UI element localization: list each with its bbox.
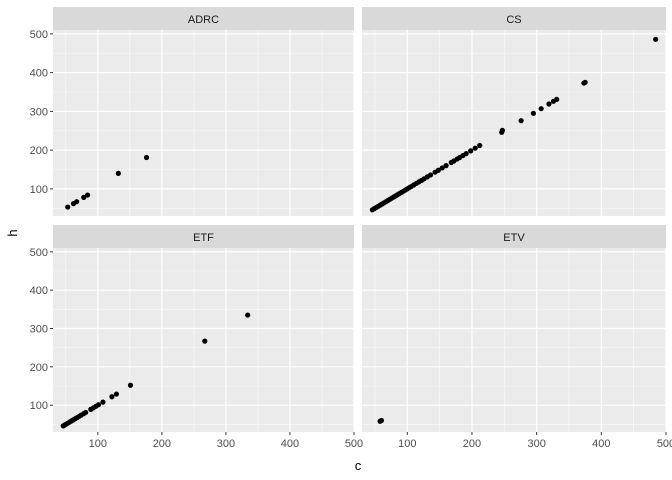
- facet-cs: CS: [362, 7, 667, 216]
- x-axis-title: c: [355, 458, 362, 473]
- facet-strip: [53, 7, 354, 30]
- facet-etf: ETF 100 200 300 400 500 100 200 300 400 500: [30, 225, 363, 450]
- x-tick-label: 500: [657, 438, 672, 450]
- data-point: [143, 154, 150, 161]
- data-point: [83, 409, 89, 416]
- x-tick-label: 200: [153, 438, 171, 450]
- x-tick-label: 400: [281, 438, 299, 450]
- y-tick-label: 500: [30, 247, 48, 259]
- data-point: [84, 192, 91, 198]
- data-point: [202, 338, 208, 344]
- y-tick-label: 300: [30, 324, 48, 336]
- facet-strip-label: ETF: [193, 232, 214, 244]
- facet-strip-label: CS: [506, 14, 521, 26]
- data-point: [378, 417, 385, 424]
- x-tick-label: 200: [463, 438, 481, 450]
- y-tick-label: 100: [30, 184, 48, 196]
- data-point: [95, 402, 102, 408]
- x-tick-label: 500: [345, 438, 363, 450]
- y-axis-title: h: [5, 229, 20, 236]
- x-tick-label: 300: [527, 438, 545, 450]
- data-point: [113, 391, 120, 397]
- y-tick-label: 100: [30, 400, 48, 412]
- data-point: [443, 163, 449, 169]
- data-point: [554, 96, 560, 102]
- data-point: [74, 199, 80, 205]
- data-point: [439, 165, 445, 171]
- facet-adrc: ADRC 100 200 300 400 500: [30, 7, 355, 216]
- data-point: [518, 118, 524, 124]
- data-point: [100, 399, 106, 405]
- data-point: [477, 142, 483, 149]
- x-tick-label: 300: [217, 438, 235, 450]
- y-tick-label: 200: [30, 145, 48, 157]
- y-tick-label: 300: [30, 106, 48, 118]
- data-point: [653, 36, 659, 42]
- y-tick-label: 500: [30, 29, 48, 41]
- x-tick-label: 400: [592, 438, 610, 450]
- facet-strip: [362, 225, 666, 248]
- panel-background: [53, 30, 354, 216]
- panels-layer: ADRC 100 200 300 400 500 CS ETF 100 200 300 400 500 1…: [30, 7, 672, 450]
- x-tick-label: 100: [89, 438, 107, 450]
- data-point: [582, 79, 588, 85]
- facet-strip: [53, 225, 354, 248]
- data-point: [546, 101, 552, 107]
- data-point: [530, 110, 537, 116]
- data-point: [245, 312, 251, 318]
- data-point: [115, 170, 121, 176]
- data-point: [463, 151, 469, 157]
- facet-strip-label: ADRC: [188, 14, 219, 26]
- facet-strip-label: ETV: [503, 232, 525, 244]
- data-point: [435, 167, 441, 173]
- data-point: [472, 145, 478, 151]
- y-tick-label: 400: [30, 68, 48, 80]
- facet-etv: ETV 100 200 300 400 500: [362, 225, 672, 450]
- data-point: [427, 172, 434, 178]
- data-point: [468, 148, 474, 154]
- data-point: [81, 194, 87, 200]
- data-point: [65, 204, 71, 210]
- y-tick-label: 200: [30, 362, 48, 374]
- y-tick-label: 400: [30, 285, 48, 297]
- data-point: [538, 106, 544, 112]
- data-point: [499, 127, 505, 133]
- x-tick-label: 100: [398, 438, 416, 450]
- panel-background: [362, 248, 666, 432]
- data-point: [109, 394, 115, 400]
- facet-strip: [362, 7, 666, 30]
- data-point: [127, 382, 134, 388]
